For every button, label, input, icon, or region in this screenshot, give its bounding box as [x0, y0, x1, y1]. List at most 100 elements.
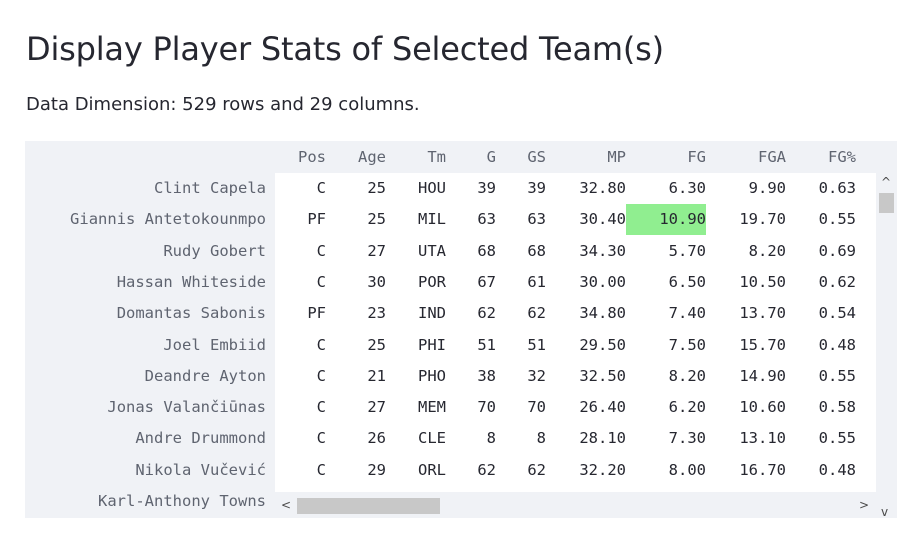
- table-cell[interactable]: 0.54: [818, 304, 856, 323]
- table-cell[interactable]: IND: [418, 304, 446, 323]
- scroll-up-icon[interactable]: ^: [881, 175, 892, 189]
- column-header[interactable]: FG%: [828, 148, 856, 166]
- table-cell[interactable]: 10.60: [739, 398, 786, 417]
- horizontal-scroll-thumb[interactable]: [297, 498, 440, 514]
- table-cell[interactable]: 34.80: [579, 304, 626, 323]
- table-cell[interactable]: 62: [527, 460, 546, 479]
- table-cell[interactable]: 9.90: [748, 179, 786, 197]
- table-cell[interactable]: 26: [367, 429, 386, 448]
- table-cell[interactable]: C: [316, 398, 326, 417]
- table-cell[interactable]: PHO: [418, 366, 446, 385]
- table-cell[interactable]: 68: [477, 241, 496, 260]
- table-cell[interactable]: 51: [527, 335, 546, 354]
- table-cell[interactable]: 8.20: [748, 241, 786, 260]
- table-cell[interactable]: ORL: [418, 460, 446, 479]
- scroll-left-icon[interactable]: <: [281, 498, 292, 512]
- table-cell[interactable]: 28.10: [579, 429, 626, 448]
- table-cell[interactable]: 62: [527, 304, 546, 323]
- table-cell[interactable]: 63: [477, 210, 496, 229]
- table-cell[interactable]: 27: [367, 241, 386, 260]
- table-cell[interactable]: 0.55: [818, 210, 856, 229]
- player-stats-table[interactable]: Pos Age Tm G GS MP FG FGA FG% Clint Capela C 25 HOU…: [25, 141, 897, 518]
- table-cell[interactable]: C: [316, 429, 326, 448]
- table-cell[interactable]: C: [316, 460, 326, 479]
- table-cell[interactable]: 7.30: [668, 429, 706, 448]
- scroll-down-icon[interactable]: v: [881, 505, 889, 518]
- table-cell[interactable]: 6.20: [668, 398, 706, 417]
- table-cell[interactable]: MIL: [418, 210, 446, 229]
- table-cell[interactable]: 32: [527, 366, 546, 385]
- table-cell[interactable]: POR: [418, 272, 446, 291]
- table-cell[interactable]: C: [316, 272, 326, 291]
- table-cell[interactable]: 26.40: [579, 398, 626, 417]
- table-cell[interactable]: 70: [477, 398, 496, 417]
- table-cell[interactable]: 8.20: [668, 366, 706, 385]
- table-cell[interactable]: 15.70: [739, 335, 786, 354]
- table-cell[interactable]: PHI: [418, 335, 446, 354]
- table-cell[interactable]: 30: [367, 272, 386, 291]
- table-cell[interactable]: 0.55: [818, 366, 856, 385]
- column-header[interactable]: G: [486, 148, 496, 166]
- table-cell[interactable]: 7.50: [668, 335, 706, 354]
- table-cell-highlighted[interactable]: 10.90: [626, 204, 706, 236]
- table-cell[interactable]: C: [316, 179, 326, 197]
- horizontal-scrollbar[interactable]: < >: [275, 492, 876, 518]
- column-header[interactable]: MP: [607, 148, 626, 166]
- table-cell[interactable]: CLE: [418, 429, 446, 448]
- table-cell[interactable]: 68: [527, 241, 546, 260]
- table-cell[interactable]: 62: [477, 460, 496, 479]
- table-cell[interactable]: PF: [307, 210, 326, 229]
- table-cell[interactable]: 5.70: [668, 241, 706, 260]
- table-cell[interactable]: 6.30: [668, 179, 706, 197]
- table-cell[interactable]: 63: [527, 210, 546, 229]
- table-cell[interactable]: 0.62: [818, 272, 856, 291]
- table-cell[interactable]: UTA: [418, 241, 446, 260]
- vertical-scrollbar[interactable]: ^ v: [876, 173, 897, 518]
- table-cell[interactable]: 0.63: [818, 179, 856, 197]
- table-cell[interactable]: 0.69: [818, 241, 856, 260]
- table-cell[interactable]: 61: [527, 272, 546, 291]
- table-cell[interactable]: 23: [367, 304, 386, 323]
- table-cell[interactable]: 25: [367, 210, 386, 229]
- table-cell[interactable]: 30.40: [579, 210, 626, 229]
- table-cell[interactable]: 29.50: [579, 335, 626, 354]
- table-cell[interactable]: 10.50: [739, 272, 786, 291]
- table-cell[interactable]: 6.50: [668, 272, 706, 291]
- table-cell[interactable]: 38: [477, 366, 496, 385]
- table-cell[interactable]: 19.70: [739, 210, 786, 229]
- vertical-scroll-thumb[interactable]: [879, 193, 894, 213]
- table-cell[interactable]: 25: [367, 335, 386, 354]
- table-cell[interactable]: C: [316, 366, 326, 385]
- table-cell[interactable]: 39: [527, 179, 546, 197]
- column-header[interactable]: GS: [527, 148, 546, 166]
- column-header[interactable]: Tm: [427, 148, 446, 166]
- table-cell[interactable]: 13.70: [739, 304, 786, 323]
- scroll-right-icon[interactable]: >: [859, 498, 870, 512]
- column-header[interactable]: Pos: [298, 148, 326, 166]
- table-cell[interactable]: 29: [367, 460, 386, 479]
- table-cell[interactable]: HOU: [418, 179, 446, 197]
- table-cell[interactable]: 39: [477, 179, 496, 197]
- table-cell[interactable]: MEM: [418, 398, 446, 417]
- table-cell[interactable]: 13.10: [739, 429, 786, 448]
- table-cell[interactable]: 0.58: [818, 398, 856, 417]
- table-cell[interactable]: 30.00: [579, 272, 626, 291]
- table-cell[interactable]: 21: [367, 366, 386, 385]
- table-cell[interactable]: 0.55: [818, 429, 856, 448]
- table-cell[interactable]: 70: [527, 398, 546, 417]
- column-header[interactable]: FGA: [758, 148, 786, 166]
- table-cell[interactable]: C: [316, 241, 326, 260]
- table-cell[interactable]: C: [316, 335, 326, 354]
- table-cell[interactable]: 0.48: [818, 335, 856, 354]
- table-cell[interactable]: 7.40: [668, 304, 706, 323]
- table-cell[interactable]: 8: [486, 429, 496, 448]
- table-cell[interactable]: 32.50: [579, 366, 626, 385]
- table-cell[interactable]: 8: [536, 429, 546, 448]
- table-cell[interactable]: 51: [477, 335, 496, 354]
- table-cell[interactable]: 14.90: [739, 366, 786, 385]
- table-cell[interactable]: 8.00: [668, 460, 706, 479]
- table-cell[interactable]: 0.48: [818, 460, 856, 479]
- table-cell[interactable]: 32.80: [579, 179, 626, 197]
- table-cell[interactable]: 27: [367, 398, 386, 417]
- table-cell[interactable]: 67: [477, 272, 496, 291]
